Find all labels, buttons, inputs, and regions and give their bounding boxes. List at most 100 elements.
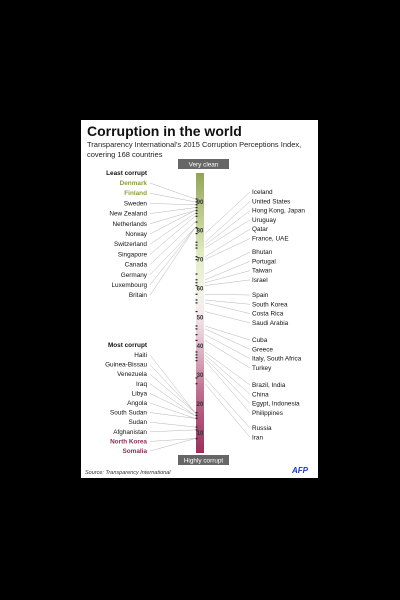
leader-line (149, 221, 196, 265)
country-label: Norway (125, 231, 147, 238)
country-label: Iran (252, 434, 263, 441)
leader-line (149, 402, 196, 419)
score-marker (195, 328, 198, 330)
leader-line (204, 357, 251, 404)
very-clean-label-bg (178, 159, 229, 169)
very-clean-label: Very clean (189, 162, 219, 169)
leader-line (149, 207, 196, 214)
leader-line (149, 227, 196, 286)
country-label: France, UAE (252, 236, 289, 243)
highly-corrupt-label-bg (178, 455, 229, 465)
leader-line (204, 228, 251, 257)
country-label: Hong Kong, Japan (252, 208, 305, 215)
score-marker (195, 258, 198, 261)
score-marker (195, 429, 198, 431)
score-marker (195, 212, 198, 215)
leader-line (149, 213, 196, 245)
score-marker (195, 284, 198, 287)
leader-line (204, 383, 251, 438)
country-label: Costa Rica (252, 311, 284, 318)
leader-line (149, 438, 196, 442)
score-marker (195, 215, 198, 217)
country-label: Luxembourg (111, 282, 147, 289)
left-header: Most corrupt (108, 342, 148, 349)
country-label: Israel (252, 277, 268, 284)
country-label: Russia (252, 425, 272, 432)
country-label: China (252, 391, 269, 398)
leader-line (204, 293, 251, 296)
score-marker (195, 437, 198, 440)
country-label: Bhutan (252, 249, 273, 256)
country-label: Turkey (252, 365, 272, 372)
leader-line (149, 421, 196, 428)
score-marker (195, 339, 198, 342)
score-marker (195, 411, 198, 414)
country-label: Iraq (136, 381, 147, 388)
score-marker (195, 360, 198, 362)
score-marker (195, 299, 198, 301)
country-label: North Korea (110, 438, 147, 445)
tick-label: 10 (197, 431, 204, 437)
leader-line (149, 412, 196, 419)
score-marker (195, 302, 198, 304)
tick-label: 80 (197, 229, 204, 235)
score-marker (195, 426, 198, 428)
scale-bar (196, 173, 204, 453)
score-marker (195, 207, 198, 209)
score-marker (195, 293, 198, 295)
score-marker (195, 310, 198, 313)
leader-line (204, 201, 251, 243)
leader-line (204, 328, 251, 350)
country-label: Denmark (120, 180, 148, 187)
leader-line (204, 261, 251, 281)
country-label: Afghanistan (113, 429, 147, 436)
country-label: New Zealand (109, 211, 147, 218)
tick-label: 60 (197, 286, 204, 292)
leader-line (204, 360, 251, 414)
leader-line (204, 325, 251, 341)
infographic-panel: Corruption in the world Transparency Int… (81, 120, 318, 478)
country-label: Taiwan (252, 268, 272, 275)
country-label: Angola (127, 400, 147, 407)
country-label: Brazil, India (252, 382, 286, 389)
leader-line (204, 334, 251, 359)
country-label: Sudan (129, 419, 148, 426)
score-marker (195, 417, 198, 419)
score-marker (195, 351, 198, 353)
score-marker (195, 221, 198, 223)
score-marker (195, 273, 198, 275)
leader-line (149, 203, 196, 206)
country-label: Portugal (252, 258, 276, 265)
leader-line (204, 302, 251, 314)
score-marker (195, 233, 198, 235)
country-label: Cuba (252, 337, 268, 344)
leader-line (149, 192, 196, 203)
leader-line (149, 227, 196, 275)
score-marker (195, 241, 198, 243)
score-marker (195, 201, 198, 203)
leader-line (204, 340, 251, 369)
chart-subtitle: Transparency International's 2015 Corrup… (87, 140, 302, 159)
tick-label: 30 (197, 373, 204, 379)
country-label: Libya (132, 390, 148, 397)
leader-line (149, 182, 196, 200)
leader-line (149, 364, 196, 413)
country-label: Germany (121, 272, 148, 279)
chart-title: Corruption in the world (87, 123, 242, 139)
country-label: Qatar (252, 226, 269, 233)
country-label: United States (252, 198, 290, 205)
country-label: Saudi Arabia (252, 320, 289, 327)
leader-line (204, 311, 251, 324)
leader-line (204, 191, 251, 234)
leader-line (149, 438, 196, 452)
score-marker (195, 247, 198, 249)
corruption-scale-chart: 90 80 70 60 50 40 30 20 10 Very clean Highly corr… (105, 159, 305, 465)
tick-label: 40 (197, 344, 204, 350)
tick-label: 70 (197, 258, 204, 264)
leader-line (204, 299, 251, 305)
score-marker (195, 282, 198, 284)
leader-line (149, 393, 196, 416)
country-label: Sweden (124, 200, 148, 207)
leader-line (204, 210, 251, 246)
country-label: Finland (124, 190, 147, 197)
